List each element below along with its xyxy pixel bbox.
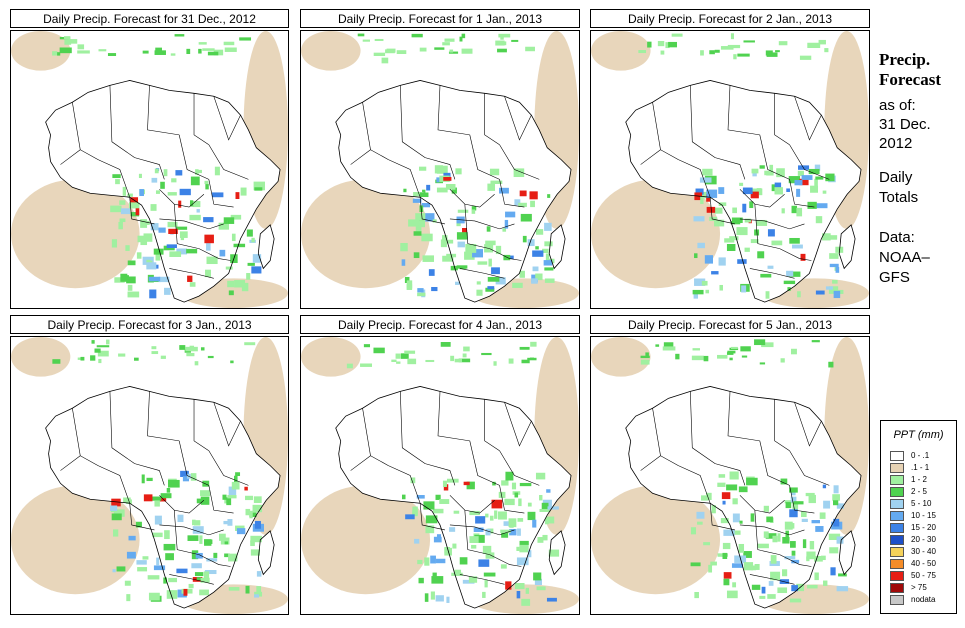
- precip-map: [590, 336, 870, 615]
- side-heading-forecast: Forecast: [879, 70, 941, 89]
- legend-swatch: [890, 583, 904, 593]
- legend-label: 10 - 15: [911, 511, 936, 520]
- legend-swatch: [890, 487, 904, 497]
- legend-label: .1 - 1: [911, 463, 930, 472]
- precip-map: [10, 30, 289, 309]
- side-date-year: 2012: [879, 135, 913, 152]
- side-daily: Daily: [879, 169, 913, 186]
- legend-label: 2 - 5: [911, 487, 928, 496]
- legend-label: 0 - .1: [911, 451, 930, 460]
- legend-swatch: [890, 523, 904, 533]
- legend-swatch: [890, 499, 904, 509]
- side-totals: Totals: [879, 189, 919, 206]
- side-heading-precip: Precip.: [879, 50, 931, 69]
- africa-map-graphic: [11, 337, 288, 614]
- legend-swatch: [890, 571, 904, 581]
- legend-label: 20 - 30: [911, 535, 936, 544]
- precip-map: [300, 30, 580, 309]
- side-date-day: 31 Dec.: [879, 116, 931, 133]
- side-data-source: NOAA–: [879, 249, 930, 266]
- legend-label: > 75: [911, 583, 927, 592]
- legend-label: nodata: [911, 595, 936, 604]
- panel-title: Daily Precip. Forecast for 31 Dec., 2012: [10, 9, 289, 28]
- africa-map-graphic: [591, 31, 869, 308]
- precip-map: [300, 336, 580, 615]
- legend-label: 40 - 50: [911, 559, 936, 568]
- africa-map-graphic: [301, 31, 579, 308]
- legend-swatch: [890, 559, 904, 569]
- legend-label: 5 - 10: [911, 499, 932, 508]
- panel-title: Daily Precip. Forecast for 2 Jan., 2013: [590, 9, 870, 28]
- precip-map: [590, 30, 870, 309]
- panel-title: Daily Precip. Forecast for 5 Jan., 2013: [590, 315, 870, 334]
- legend-swatch: [890, 595, 904, 605]
- africa-map-graphic: [591, 337, 869, 614]
- africa-map-graphic: [301, 337, 579, 614]
- legend-swatch: [890, 511, 904, 521]
- side-data-model: GFS: [879, 269, 910, 286]
- legend-label: 1 - 2: [911, 475, 928, 484]
- legend-swatch: [890, 535, 904, 545]
- legend-swatch: [890, 475, 904, 485]
- side-asof: as of:: [879, 97, 916, 114]
- legend-label: 15 - 20: [911, 523, 936, 532]
- panel-title: Daily Precip. Forecast for 3 Jan., 2013: [10, 315, 289, 334]
- legend-label: 30 - 40: [911, 547, 936, 556]
- africa-map-graphic: [11, 31, 288, 308]
- precip-legend: PPT (mm) 0 - .1 .1 - 1 1 - 2 2 - 5 5 - 10 10 …: [880, 420, 957, 614]
- legend-title: PPT (mm): [893, 429, 944, 441]
- panel-title: Daily Precip. Forecast for 1 Jan., 2013: [300, 9, 580, 28]
- legend-label: 50 - 75: [911, 571, 936, 580]
- side-data-label: Data:: [879, 229, 915, 246]
- precip-map: [10, 336, 289, 615]
- panel-title: Daily Precip. Forecast for 4 Jan., 2013: [300, 315, 580, 334]
- legend-swatch: [890, 451, 904, 461]
- legend-swatch: [890, 463, 904, 473]
- legend-swatch: [890, 547, 904, 557]
